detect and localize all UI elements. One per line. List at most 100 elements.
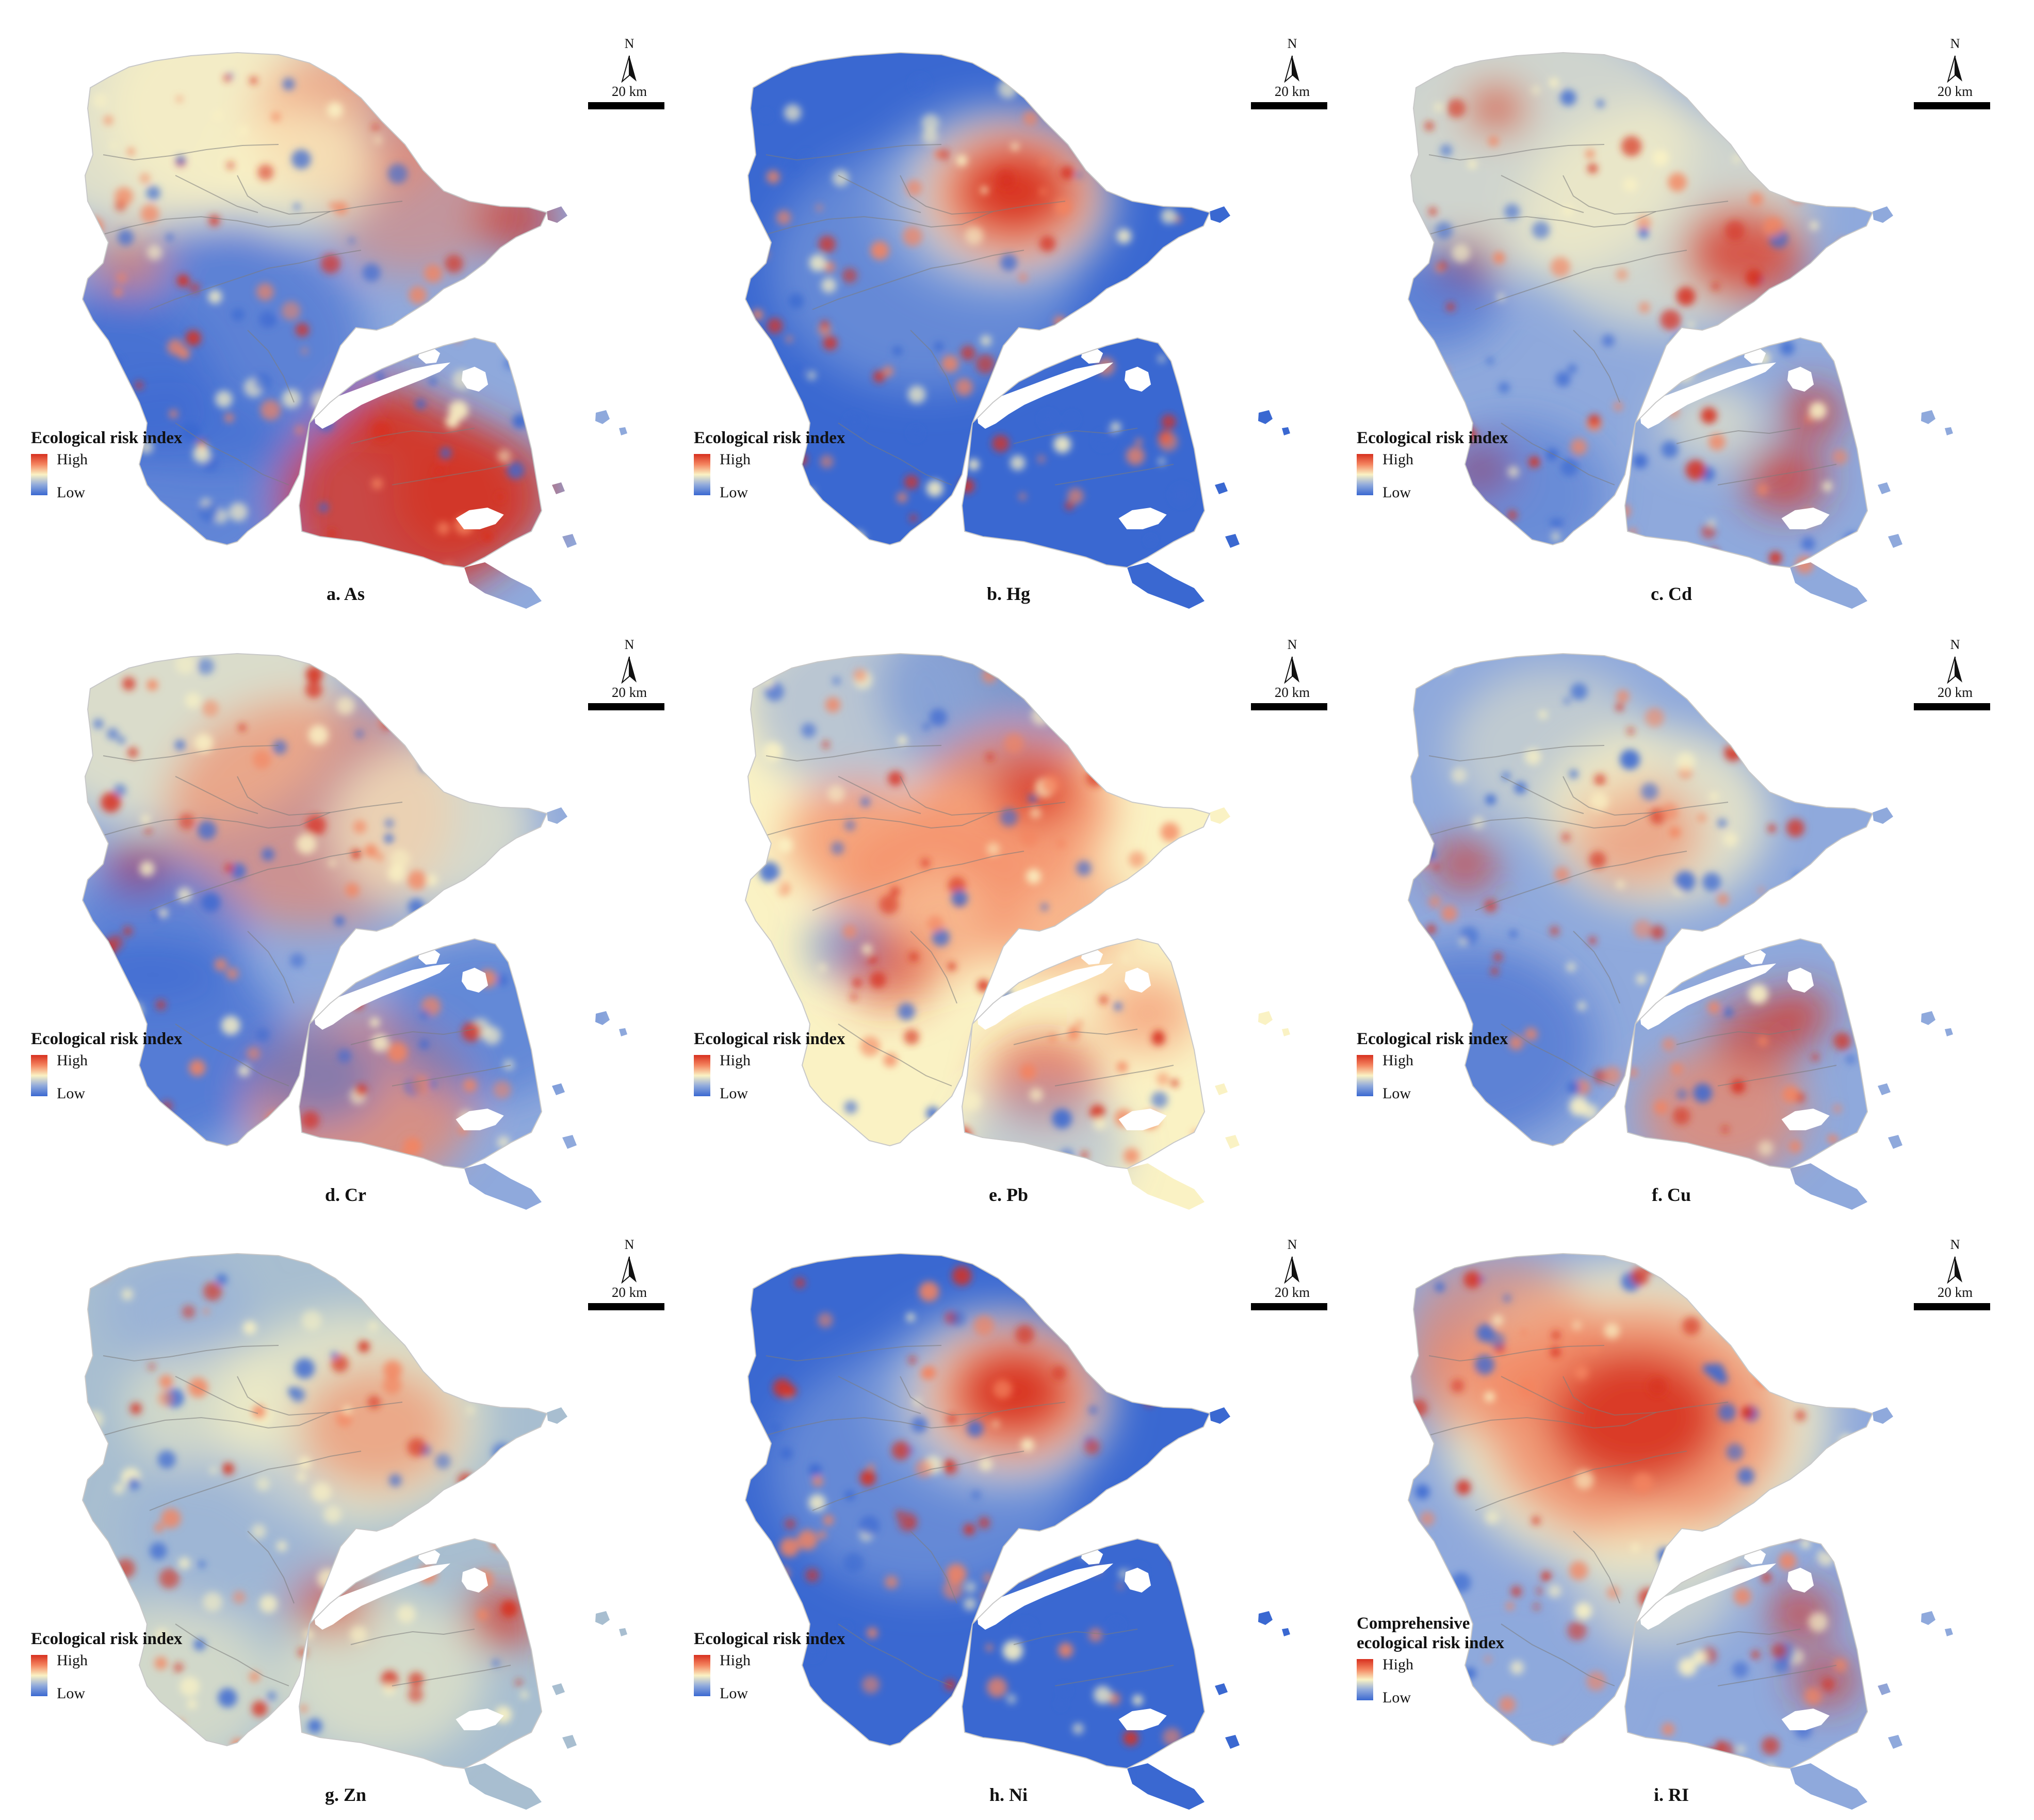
sample-hotspot xyxy=(291,149,311,169)
panel-caption: f. Cu xyxy=(1651,1184,1691,1205)
admin-boundary xyxy=(1676,428,1801,444)
sample-hotspot xyxy=(949,1310,966,1326)
admin-boundary xyxy=(1013,1629,1138,1645)
sample-hotspot xyxy=(259,1595,278,1613)
sample-hotspot xyxy=(1439,261,1447,270)
sample-hotspot xyxy=(1724,220,1745,241)
sample-hotspot xyxy=(895,1510,903,1518)
sample-hotspot xyxy=(1806,298,1818,311)
sample-hotspot xyxy=(1585,149,1595,159)
sample-hotspot xyxy=(1051,1366,1067,1380)
sample-hotspot xyxy=(1824,1543,1834,1554)
sample-hotspot xyxy=(1481,1764,1500,1782)
sample-hotspot xyxy=(852,978,863,988)
sample-hotspot xyxy=(1587,163,1598,174)
admin-boundary xyxy=(149,250,362,310)
sample-hotspot xyxy=(1132,1695,1143,1705)
sample-hotspot xyxy=(1589,851,1606,869)
sample-hotspot xyxy=(189,283,200,294)
sample-hotspot xyxy=(1786,819,1805,837)
north-label: N xyxy=(1287,1237,1297,1252)
sample-hotspot xyxy=(371,421,392,441)
sample-hotspot xyxy=(197,658,215,675)
sample-hotspot xyxy=(517,145,532,160)
sample-hotspot xyxy=(808,1463,822,1477)
region-outline xyxy=(961,1538,1206,1769)
admin-boundary xyxy=(350,1029,475,1045)
risk-zone xyxy=(1682,203,1805,302)
north-arrow-scale: N 20 km xyxy=(588,36,671,139)
sample-hotspot xyxy=(420,1009,430,1020)
sample-hotspot xyxy=(1834,271,1850,287)
region-outline xyxy=(744,1253,1211,1747)
sample-hotspot xyxy=(1832,942,1841,951)
sample-hotspot xyxy=(336,696,355,715)
sample-hotspot xyxy=(1661,441,1679,458)
sample-hotspot xyxy=(345,77,356,89)
sample-hotspot xyxy=(154,1656,168,1670)
sample-hotspot xyxy=(1685,460,1706,480)
sample-hotspot xyxy=(1500,1169,1507,1177)
sample-hotspot xyxy=(248,550,261,563)
admin-boundary xyxy=(92,1412,331,1439)
sample-hotspot xyxy=(261,848,275,861)
scale-label: 20 km xyxy=(1274,84,1310,99)
sample-hotspot xyxy=(117,229,134,246)
sample-hotspot xyxy=(1501,771,1511,781)
sample-hotspot xyxy=(870,241,889,260)
sample-hotspot xyxy=(376,372,385,381)
legend: Ecological risk index High Low xyxy=(31,428,248,531)
sample-hotspot xyxy=(1128,851,1146,868)
sample-hotspot xyxy=(495,873,515,893)
sample-hotspot xyxy=(1564,697,1570,704)
sample-hotspot xyxy=(1836,168,1854,187)
sample-hotspot xyxy=(334,201,348,215)
sample-hotspot xyxy=(1117,1583,1124,1589)
sample-hotspot xyxy=(512,352,519,360)
sample-hotspot xyxy=(1536,1587,1543,1595)
legend-title: Ecological risk index xyxy=(1357,429,1508,447)
sample-hotspot xyxy=(1563,1738,1573,1749)
sample-hotspot xyxy=(873,370,885,383)
north-arrow-scale: N 20 km xyxy=(588,1237,671,1340)
legend-color-ramp xyxy=(1357,1659,1373,1700)
sample-hotspot xyxy=(1838,238,1848,247)
scale-label: 20 km xyxy=(611,84,647,99)
sample-hotspot xyxy=(1022,110,1038,126)
sample-hotspot xyxy=(453,759,469,775)
sample-hotspot xyxy=(1668,172,1687,192)
sample-hotspot xyxy=(1123,1730,1138,1746)
sample-hotspot xyxy=(1040,158,1047,165)
sample-hotspot xyxy=(1771,1273,1784,1286)
region-outline xyxy=(744,52,1211,546)
north-label: N xyxy=(1950,36,1960,51)
sample-hotspot xyxy=(492,1442,512,1463)
sample-hotspot xyxy=(956,155,967,166)
risk-zone xyxy=(299,1366,454,1490)
sample-hotspot xyxy=(1518,1378,1538,1398)
sample-hotspot xyxy=(1160,822,1180,842)
admin-boundary xyxy=(247,931,295,1004)
sample-hotspot xyxy=(1782,1085,1800,1103)
sample-hotspot xyxy=(117,736,125,744)
risk-zone xyxy=(382,936,588,1101)
sample-hotspot xyxy=(1053,81,1068,95)
sample-hotspot xyxy=(1048,945,1056,952)
legend-high-label: High xyxy=(57,1052,88,1069)
sample-hotspot xyxy=(1118,1497,1133,1512)
sample-hotspot xyxy=(1771,1643,1787,1659)
sample-hotspot xyxy=(1485,1655,1491,1663)
sample-hotspot xyxy=(464,169,473,176)
sample-hotspot xyxy=(358,1340,370,1353)
sample-hotspot xyxy=(1485,1510,1499,1524)
sample-hotspot xyxy=(222,1463,234,1475)
sample-hotspot xyxy=(1719,686,1733,700)
sample-hotspot xyxy=(524,1279,542,1297)
sample-hotspot xyxy=(1171,101,1190,120)
sample-hotspot xyxy=(1807,1491,1814,1498)
legend-high-label: High xyxy=(720,1052,751,1069)
sample-hotspot xyxy=(892,346,903,356)
sample-hotspot xyxy=(1763,929,1769,936)
sample-hotspot xyxy=(1749,192,1763,206)
sample-hotspot xyxy=(1161,414,1176,429)
